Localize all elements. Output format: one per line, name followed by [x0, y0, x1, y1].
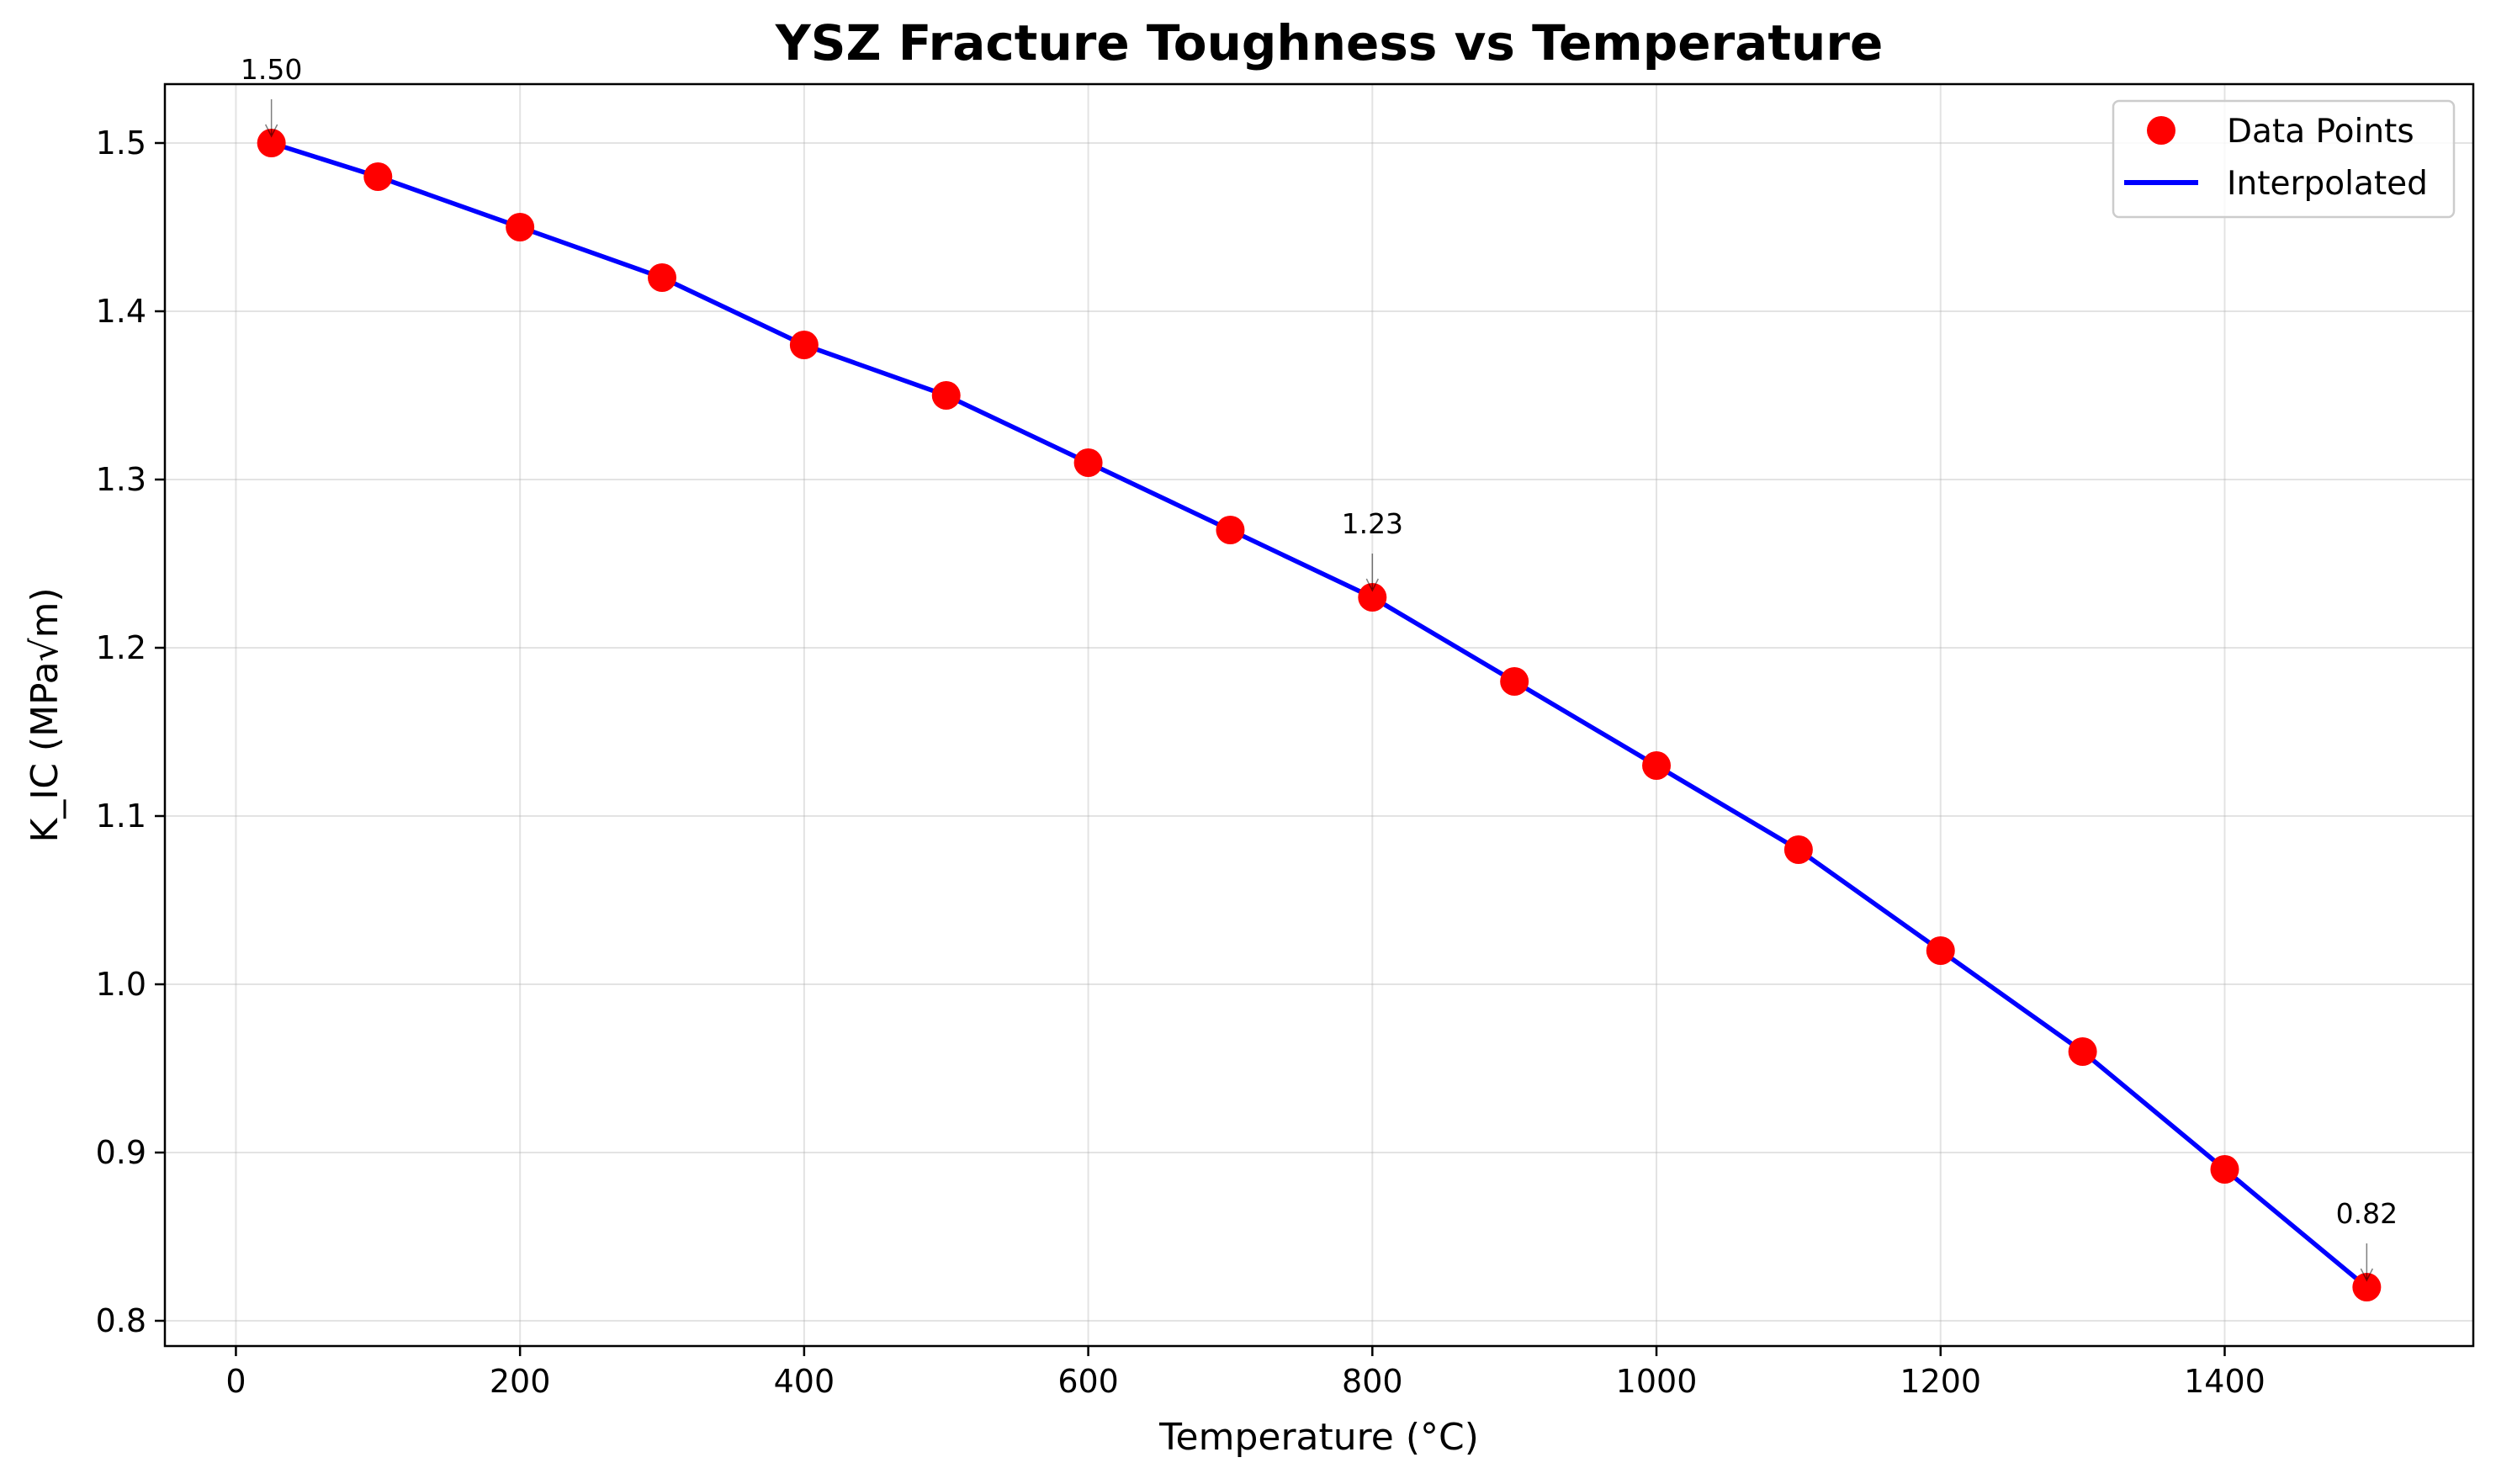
data-point [363, 162, 393, 191]
y-tick-label: 1.0 [96, 966, 146, 1003]
data-point [1073, 448, 1103, 477]
data-point [2210, 1155, 2239, 1184]
x-tick-label: 1000 [1616, 1363, 1698, 1400]
annotation-arrowhead [2360, 1268, 2374, 1282]
legend: Data Points Interpolated [2112, 99, 2456, 219]
chart-title: YSZ Fracture Toughness vs Temperature [775, 14, 1884, 72]
data-point [1216, 516, 1245, 544]
data-point [1358, 583, 1387, 612]
axis-ticks: 0 200 400 600 800 1000 1200 1400 0.8 0.9 1.0 1.1 1.2… [96, 125, 2265, 1400]
legend-box [2112, 99, 2456, 219]
interpolated-line [268, 140, 2371, 1291]
x-tick-label: 1400 [2184, 1363, 2265, 1400]
plot-frame [163, 82, 2475, 1348]
data-point [1926, 936, 1955, 965]
data-point [648, 263, 677, 292]
data-point [2068, 1037, 2097, 1066]
data-point [257, 129, 286, 157]
y-tick-label: 1.1 [96, 798, 146, 835]
annotation: 1.50 [241, 53, 302, 138]
grid-lines [165, 84, 2473, 1346]
x-tick-label: 600 [1057, 1363, 1119, 1400]
annotation: 0.82 [2336, 1197, 2398, 1282]
x-tick-label: 400 [774, 1363, 835, 1400]
y-tick-label: 1.2 [96, 629, 146, 666]
interpolated-line-layer [268, 140, 2371, 1291]
y-tick-label: 1.4 [96, 293, 146, 330]
x-tick-label: 200 [490, 1363, 551, 1400]
x-tick-label: 0 [225, 1363, 246, 1400]
y-tick-label: 0.8 [96, 1302, 146, 1339]
annotation-arrowhead [1365, 578, 1379, 592]
legend-label-interpolated: Interpolated [2227, 165, 2428, 203]
legend-marker-data-points [2147, 116, 2175, 145]
data-point [506, 213, 535, 241]
annotation-label: 1.50 [241, 53, 302, 86]
y-tick-label: 1.3 [96, 461, 146, 498]
data-points-layer [257, 129, 2382, 1301]
data-point [1783, 835, 1813, 864]
annotations-layer: 1.50 1.23 0.82 [241, 53, 2398, 1282]
annotation-label: 1.23 [1342, 507, 1403, 540]
annotation-label: 0.82 [2336, 1197, 2398, 1230]
data-point [1642, 751, 1672, 780]
legend-label-data-points: Data Points [2227, 113, 2414, 151]
data-point [931, 381, 961, 410]
x-tick-label: 1200 [1900, 1363, 1981, 1400]
x-tick-label: 800 [1342, 1363, 1403, 1400]
y-tick-label: 1.5 [96, 125, 146, 162]
data-point [789, 331, 819, 359]
y-tick-label: 0.9 [96, 1134, 146, 1171]
x-axis-label: Temperature (°C) [1158, 1416, 1479, 1459]
annotation-arrowhead [264, 124, 278, 138]
y-axis-label: K_IC (MPa√m) [24, 587, 66, 842]
annotation: 1.23 [1342, 507, 1403, 592]
data-point [1500, 667, 1529, 696]
data-point [2352, 1273, 2382, 1301]
